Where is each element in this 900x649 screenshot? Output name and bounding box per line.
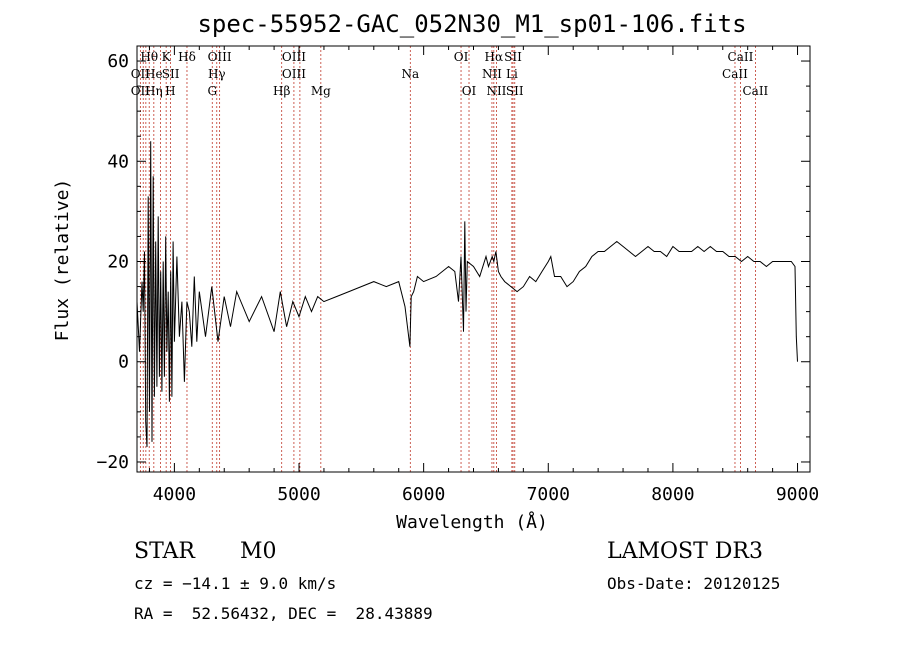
line-label: CaII [722,67,748,81]
plot-frame [136,45,811,473]
coordinates: RA = 52.56432, DEC = 28.43889 [134,604,433,623]
line-label: NII [482,67,502,81]
line-label: OI [462,84,477,98]
line-label: SII [504,50,522,64]
obs-date: Obs-Date: 20120125 [607,574,781,593]
object-class: STAR [134,539,195,564]
line-label: OIII [282,50,306,64]
line-label: G [207,84,217,98]
y-tick-label: −20 [96,452,129,473]
x-tick-label: 8000 [651,484,694,505]
x-tick-label: 9000 [776,484,819,505]
line-label: Hθ [140,50,158,64]
line-label: Hη [145,84,163,98]
line-label: Hγ [208,67,226,81]
y-tick-label: 60 [107,51,129,72]
line-label: SII [506,84,524,98]
line-label: Na [401,67,419,81]
x-tick-label: 6000 [402,484,445,505]
x-tick-label: 4000 [153,484,196,505]
y-tick-label: 20 [107,252,129,273]
line-label: OI [454,50,469,64]
chart-title: spec-55952-GAC_052N30_M1_sp01-106.fits [197,10,746,38]
line-label: H [165,84,175,98]
line-label: CaII [728,50,754,64]
spectral-line-markers [139,46,756,472]
spectral-line-labels: OII OII Hθ He Hη K SII H Hδ OIII Hγ G OIII OIII Hβ Mg Na… [131,50,769,98]
line-label: NII [486,84,506,98]
line-label: CaII [742,84,768,98]
line-label: SII [162,67,180,81]
y-axis-ticks: −20 0 20 40 60 [96,51,810,473]
line-label: Hα [485,50,504,64]
spectrum-series-line [136,141,798,447]
x-tick-label: 5000 [277,484,320,505]
line-label: OII [131,84,151,98]
line-label: He [145,67,163,81]
x-axis-ticks: 4000 5000 6000 7000 8000 9000 [148,46,819,505]
x-tick-label: 7000 [527,484,570,505]
x-axis-label: Wavelength (Å) [396,511,548,533]
line-label: Hβ [273,84,290,98]
line-label: Hδ [178,50,196,64]
line-label: Li [506,67,518,81]
subclass: M0 [240,539,277,564]
line-label: OIII [282,67,306,81]
survey-name: LAMOST DR3 [607,539,763,564]
y-tick-label: 0 [118,352,129,373]
line-label: Mg [311,84,331,98]
y-axis-label: Flux (relative) [52,179,73,342]
y-tick-label: 40 [107,151,129,172]
redshift-info: cz = −14.1 ± 9.0 km/s [134,574,337,593]
line-label: K [162,50,172,64]
line-label: OII [131,67,151,81]
line-label: OIII [208,50,232,64]
